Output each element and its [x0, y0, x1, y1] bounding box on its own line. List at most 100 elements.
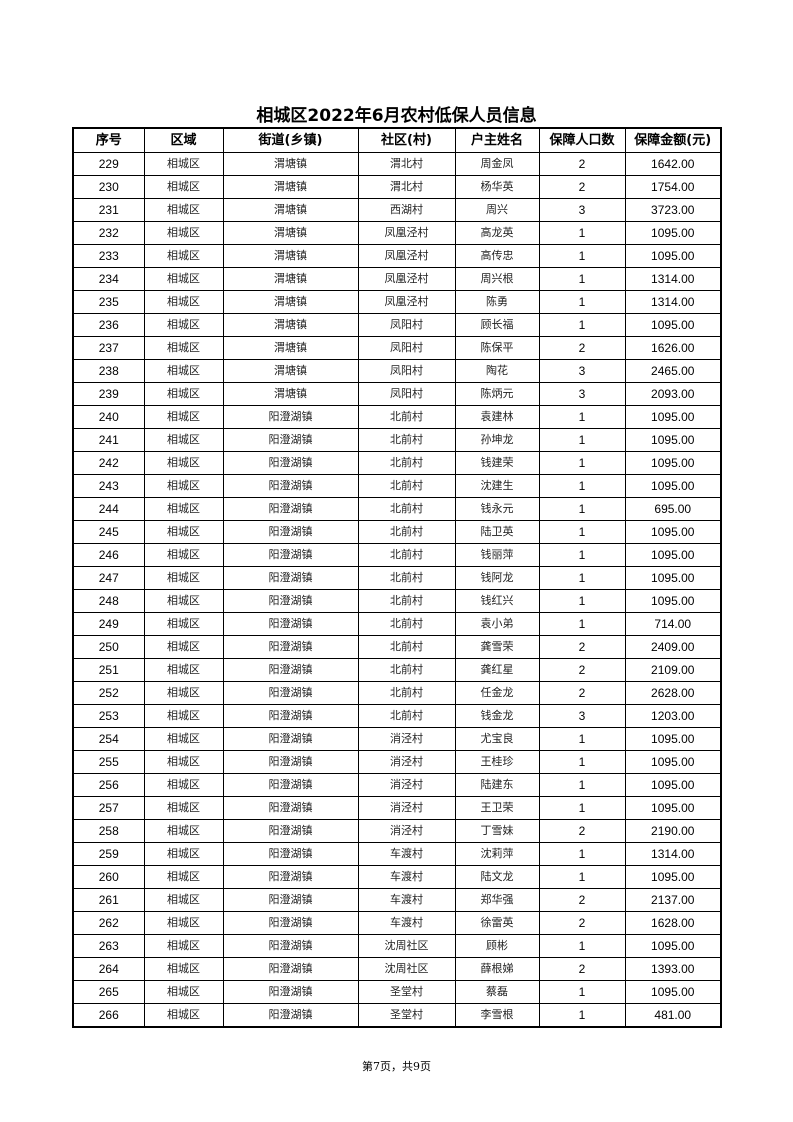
- cell-index: 266: [72, 1003, 145, 1028]
- cell-index: 258: [72, 819, 145, 843]
- cell-street: 阳澄湖镇: [222, 1003, 359, 1028]
- cell-district: 相城区: [143, 359, 224, 383]
- cell-community: 北前村: [357, 704, 456, 728]
- cell-amount: 1628.00: [624, 911, 722, 935]
- cell-people-count: 1: [538, 313, 626, 337]
- cell-district: 相城区: [143, 957, 224, 981]
- cell-street: 渭塘镇: [222, 175, 359, 199]
- cell-community: 北前村: [357, 566, 456, 590]
- table-row: 262 相城区 阳澄湖镇 车渡村 徐雷英 2 1628.00: [72, 911, 722, 935]
- cell-community: 沈周社区: [357, 934, 456, 958]
- cell-street: 阳澄湖镇: [222, 957, 359, 981]
- cell-district: 相城区: [143, 520, 224, 544]
- cell-householder: 周兴根: [454, 267, 540, 291]
- cell-people-count: 2: [538, 911, 626, 935]
- cell-index: 260: [72, 865, 145, 889]
- cell-amount: 1095.00: [624, 566, 722, 590]
- cell-householder: 高传忠: [454, 244, 540, 268]
- cell-district: 相城区: [143, 382, 224, 406]
- cell-district: 相城区: [143, 681, 224, 705]
- cell-community: 渭北村: [357, 152, 456, 176]
- cell-amount: 1095.00: [624, 773, 722, 797]
- cell-index: 235: [72, 290, 145, 314]
- table-row: 261 相城区 阳澄湖镇 车渡村 郑华强 2 2137.00: [72, 888, 722, 912]
- cell-amount: 1095.00: [624, 980, 722, 1004]
- cell-street: 阳澄湖镇: [222, 750, 359, 774]
- cell-index: 236: [72, 313, 145, 337]
- table-row: 231 相城区 渭塘镇 西湖村 周兴 3 3723.00: [72, 198, 722, 222]
- cell-householder: 尤宝良: [454, 727, 540, 751]
- cell-community: 北前村: [357, 681, 456, 705]
- table-row: 248 相城区 阳澄湖镇 北前村 钱红兴 1 1095.00: [72, 589, 722, 613]
- cell-street: 阳澄湖镇: [222, 566, 359, 590]
- cell-amount: 2465.00: [624, 359, 722, 383]
- cell-householder: 沈莉萍: [454, 842, 540, 866]
- cell-people-count: 1: [538, 497, 626, 521]
- cell-community: 凤阳村: [357, 382, 456, 406]
- cell-community: 北前村: [357, 658, 456, 682]
- table-row: 241 相城区 阳澄湖镇 北前村 孙坤龙 1 1095.00: [72, 428, 722, 452]
- cell-householder: 王桂珍: [454, 750, 540, 774]
- cell-householder: 陆建东: [454, 773, 540, 797]
- cell-community: 凤凰泾村: [357, 244, 456, 268]
- cell-street: 阳澄湖镇: [222, 658, 359, 682]
- table-row: 239 相城区 渭塘镇 凤阳村 陈炳元 3 2093.00: [72, 382, 722, 406]
- cell-amount: 1095.00: [624, 313, 722, 337]
- cell-district: 相城区: [143, 175, 224, 199]
- table-row: 238 相城区 渭塘镇 凤阳村 陶花 3 2465.00: [72, 359, 722, 383]
- cell-householder: 高龙英: [454, 221, 540, 245]
- header-col-people-count: 保障人口数: [538, 127, 626, 153]
- cell-index: 237: [72, 336, 145, 360]
- cell-community: 渭北村: [357, 175, 456, 199]
- cell-index: 264: [72, 957, 145, 981]
- cell-people-count: 2: [538, 336, 626, 360]
- cell-people-count: 1: [538, 865, 626, 889]
- cell-street: 阳澄湖镇: [222, 497, 359, 521]
- table-row: 229 相城区 渭塘镇 渭北村 周金凤 2 1642.00: [72, 152, 722, 176]
- cell-index: 243: [72, 474, 145, 498]
- cell-street: 阳澄湖镇: [222, 980, 359, 1004]
- cell-amount: 1393.00: [624, 957, 722, 981]
- cell-index: 234: [72, 267, 145, 291]
- cell-district: 相城区: [143, 474, 224, 498]
- cell-district: 相城区: [143, 336, 224, 360]
- cell-index: 255: [72, 750, 145, 774]
- table-row: 247 相城区 阳澄湖镇 北前村 钱阿龙 1 1095.00: [72, 566, 722, 590]
- table-row: 264 相城区 阳澄湖镇 沈周社区 薛根娣 2 1393.00: [72, 957, 722, 981]
- cell-amount: 1095.00: [624, 520, 722, 544]
- cell-district: 相城区: [143, 543, 224, 567]
- cell-householder: 周兴: [454, 198, 540, 222]
- cell-street: 阳澄湖镇: [222, 520, 359, 544]
- cell-householder: 钱金龙: [454, 704, 540, 728]
- cell-index: 244: [72, 497, 145, 521]
- cell-people-count: 1: [538, 1003, 626, 1028]
- cell-community: 圣堂村: [357, 980, 456, 1004]
- cell-community: 北前村: [357, 543, 456, 567]
- table-row: 234 相城区 渭塘镇 凤凰泾村 周兴根 1 1314.00: [72, 267, 722, 291]
- table-row: 245 相城区 阳澄湖镇 北前村 陆卫英 1 1095.00: [72, 520, 722, 544]
- cell-householder: 薛根娣: [454, 957, 540, 981]
- cell-people-count: 1: [538, 520, 626, 544]
- cell-community: 圣堂村: [357, 1003, 456, 1028]
- cell-street: 阳澄湖镇: [222, 704, 359, 728]
- table-row: 257 相城区 阳澄湖镇 消泾村 王卫荣 1 1095.00: [72, 796, 722, 820]
- cell-index: 249: [72, 612, 145, 636]
- cell-householder: 钱红兴: [454, 589, 540, 613]
- cell-street: 渭塘镇: [222, 313, 359, 337]
- cell-index: 265: [72, 980, 145, 1004]
- cell-householder: 郑华强: [454, 888, 540, 912]
- cell-amount: 1314.00: [624, 290, 722, 314]
- cell-amount: 481.00: [624, 1003, 722, 1028]
- table-row: 230 相城区 渭塘镇 渭北村 杨华英 2 1754.00: [72, 175, 722, 199]
- cell-community: 北前村: [357, 451, 456, 475]
- cell-householder: 钱建荣: [454, 451, 540, 475]
- cell-community: 车渡村: [357, 865, 456, 889]
- header-col-street: 街道(乡镇): [222, 127, 359, 153]
- cell-amount: 2093.00: [624, 382, 722, 406]
- cell-index: 238: [72, 359, 145, 383]
- cell-index: 230: [72, 175, 145, 199]
- cell-amount: 695.00: [624, 497, 722, 521]
- cell-street: 阳澄湖镇: [222, 819, 359, 843]
- cell-amount: 714.00: [624, 612, 722, 636]
- cell-amount: 1095.00: [624, 934, 722, 958]
